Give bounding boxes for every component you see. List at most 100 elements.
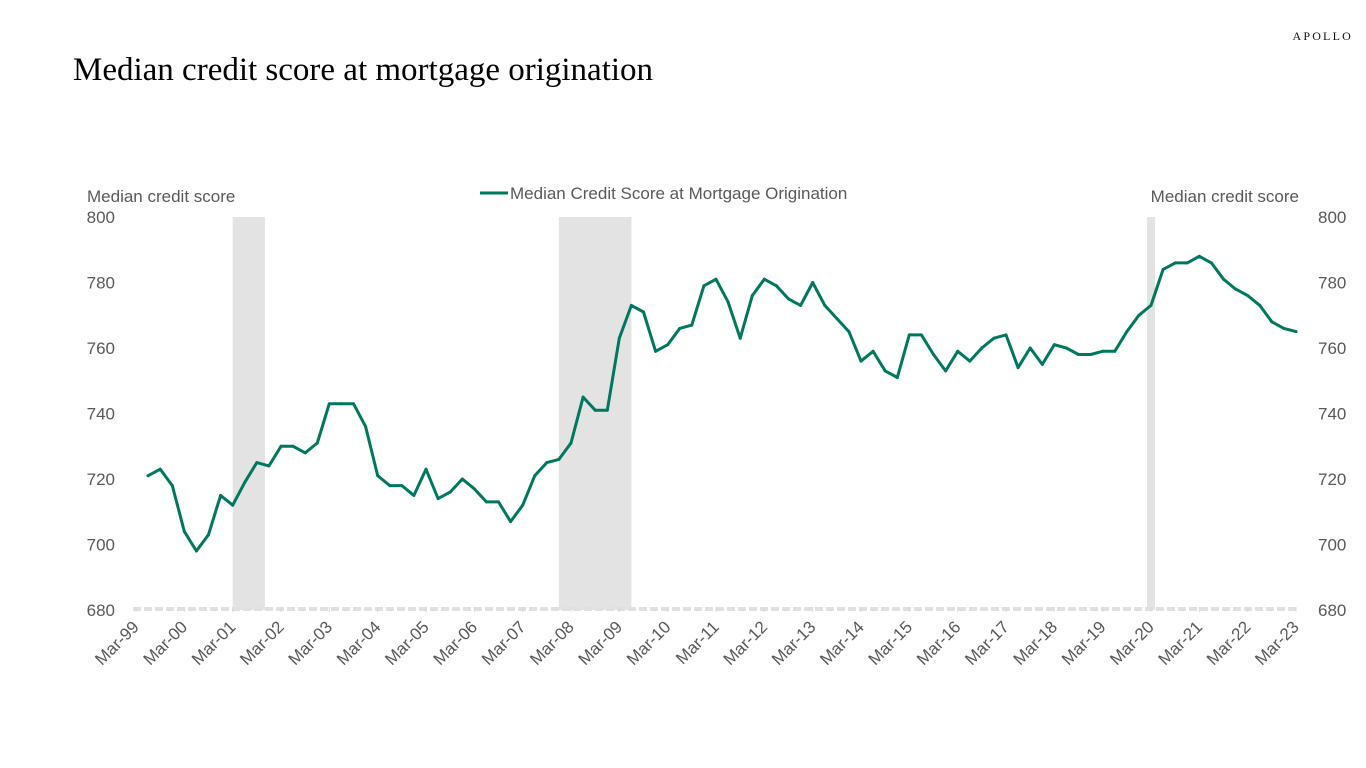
data-point bbox=[497, 500, 500, 504]
recession-shading bbox=[232, 217, 1156, 610]
data-point bbox=[1113, 349, 1117, 353]
data-point bbox=[484, 500, 488, 504]
y-axis-label-right: Median credit score bbox=[1151, 187, 1299, 206]
y-tick-label-left: 800 bbox=[87, 208, 115, 227]
y-tick-label-right: 700 bbox=[1318, 536, 1346, 555]
data-point bbox=[1016, 366, 1020, 370]
data-point bbox=[738, 336, 742, 340]
x-tick-label: Mar-23 bbox=[1251, 617, 1303, 669]
data-point bbox=[448, 490, 452, 494]
recession-band-3 bbox=[1146, 217, 1156, 610]
data-point bbox=[388, 484, 392, 488]
x-tick-label: Mar-21 bbox=[1155, 617, 1207, 669]
x-tick-label: Mar-19 bbox=[1058, 617, 1110, 669]
data-point bbox=[1137, 313, 1141, 317]
data-point bbox=[1209, 261, 1213, 265]
left-y-axis: 680 700 720 740 760 780 800 bbox=[87, 208, 115, 620]
series-line-median-credit-score bbox=[146, 254, 1298, 553]
data-point bbox=[521, 503, 525, 507]
y-tick-label-left: 740 bbox=[87, 405, 115, 424]
data-point bbox=[629, 303, 633, 307]
data-point bbox=[569, 441, 573, 445]
data-point bbox=[158, 467, 162, 471]
data-point bbox=[859, 359, 863, 363]
data-point bbox=[944, 369, 948, 373]
y-tick-label-right: 720 bbox=[1318, 470, 1346, 489]
series-layer bbox=[146, 254, 1298, 553]
data-point bbox=[1234, 287, 1238, 291]
data-point bbox=[726, 300, 730, 304]
y-tick-label-right: 680 bbox=[1318, 601, 1346, 620]
data-point bbox=[243, 480, 247, 484]
data-point bbox=[678, 326, 682, 330]
x-tick-label: Mar-12 bbox=[720, 617, 772, 669]
data-point bbox=[339, 402, 343, 406]
data-point bbox=[267, 464, 271, 468]
x-tick-label: Mar-11 bbox=[672, 617, 723, 668]
data-point bbox=[509, 520, 513, 524]
data-point bbox=[907, 333, 911, 337]
data-point bbox=[702, 284, 706, 288]
data-point bbox=[883, 369, 887, 373]
data-point bbox=[424, 467, 428, 471]
data-point bbox=[376, 474, 380, 478]
data-point bbox=[1125, 330, 1129, 334]
data-point bbox=[1222, 277, 1225, 281]
data-point bbox=[1064, 346, 1068, 350]
x-tick-label: Mar-00 bbox=[140, 617, 192, 669]
data-point bbox=[557, 457, 561, 461]
data-point bbox=[460, 477, 464, 481]
data-point bbox=[412, 493, 416, 497]
data-point bbox=[1077, 353, 1080, 356]
y-tick-label-right: 800 bbox=[1318, 208, 1346, 227]
x-tick-label: Mar-13 bbox=[768, 617, 820, 669]
data-point bbox=[194, 549, 198, 553]
data-point bbox=[1004, 333, 1008, 337]
data-point bbox=[847, 330, 851, 334]
data-point bbox=[835, 317, 839, 320]
x-tick-label: Mar-14 bbox=[816, 617, 868, 669]
data-point bbox=[642, 310, 645, 314]
data-point bbox=[545, 461, 549, 465]
recession-band-2 bbox=[558, 217, 632, 610]
data-point bbox=[1197, 254, 1201, 258]
data-point bbox=[654, 349, 658, 353]
data-point bbox=[146, 474, 150, 478]
data-point bbox=[1161, 267, 1165, 271]
recession-band-1 bbox=[232, 217, 265, 610]
x-tick-label: Mar-04 bbox=[333, 617, 385, 669]
x-axis: Mar-99Mar-00Mar-01Mar-02Mar-03Mar-04Mar-… bbox=[91, 607, 1303, 669]
y-tick-label-right: 780 bbox=[1318, 274, 1346, 293]
x-tick-label: Mar-20 bbox=[1106, 617, 1158, 669]
data-point bbox=[1270, 320, 1274, 324]
data-point bbox=[799, 303, 803, 307]
x-tick-label: Mar-07 bbox=[478, 617, 530, 669]
data-point bbox=[895, 376, 899, 379]
data-point bbox=[1052, 343, 1056, 347]
data-point bbox=[1246, 294, 1250, 298]
data-point bbox=[472, 487, 476, 491]
data-point bbox=[291, 444, 295, 448]
data-point bbox=[956, 349, 960, 353]
data-point bbox=[1173, 261, 1177, 265]
data-point bbox=[255, 461, 259, 465]
data-point bbox=[364, 425, 368, 429]
data-point bbox=[400, 484, 404, 488]
data-point bbox=[182, 529, 186, 533]
data-point bbox=[581, 395, 585, 399]
data-point bbox=[787, 297, 790, 301]
data-point bbox=[871, 349, 875, 353]
data-point bbox=[690, 323, 694, 327]
page-title: Median credit score at mortgage originat… bbox=[73, 52, 654, 88]
x-tick-label: Mar-08 bbox=[526, 617, 578, 669]
data-point bbox=[170, 484, 174, 488]
data-point bbox=[968, 359, 972, 363]
data-point bbox=[762, 277, 766, 281]
data-point bbox=[219, 493, 223, 497]
y-tick-label-left: 680 bbox=[87, 601, 115, 620]
data-point bbox=[1101, 349, 1105, 353]
data-point bbox=[1185, 261, 1189, 265]
data-point bbox=[1089, 353, 1093, 356]
data-point bbox=[533, 474, 537, 478]
